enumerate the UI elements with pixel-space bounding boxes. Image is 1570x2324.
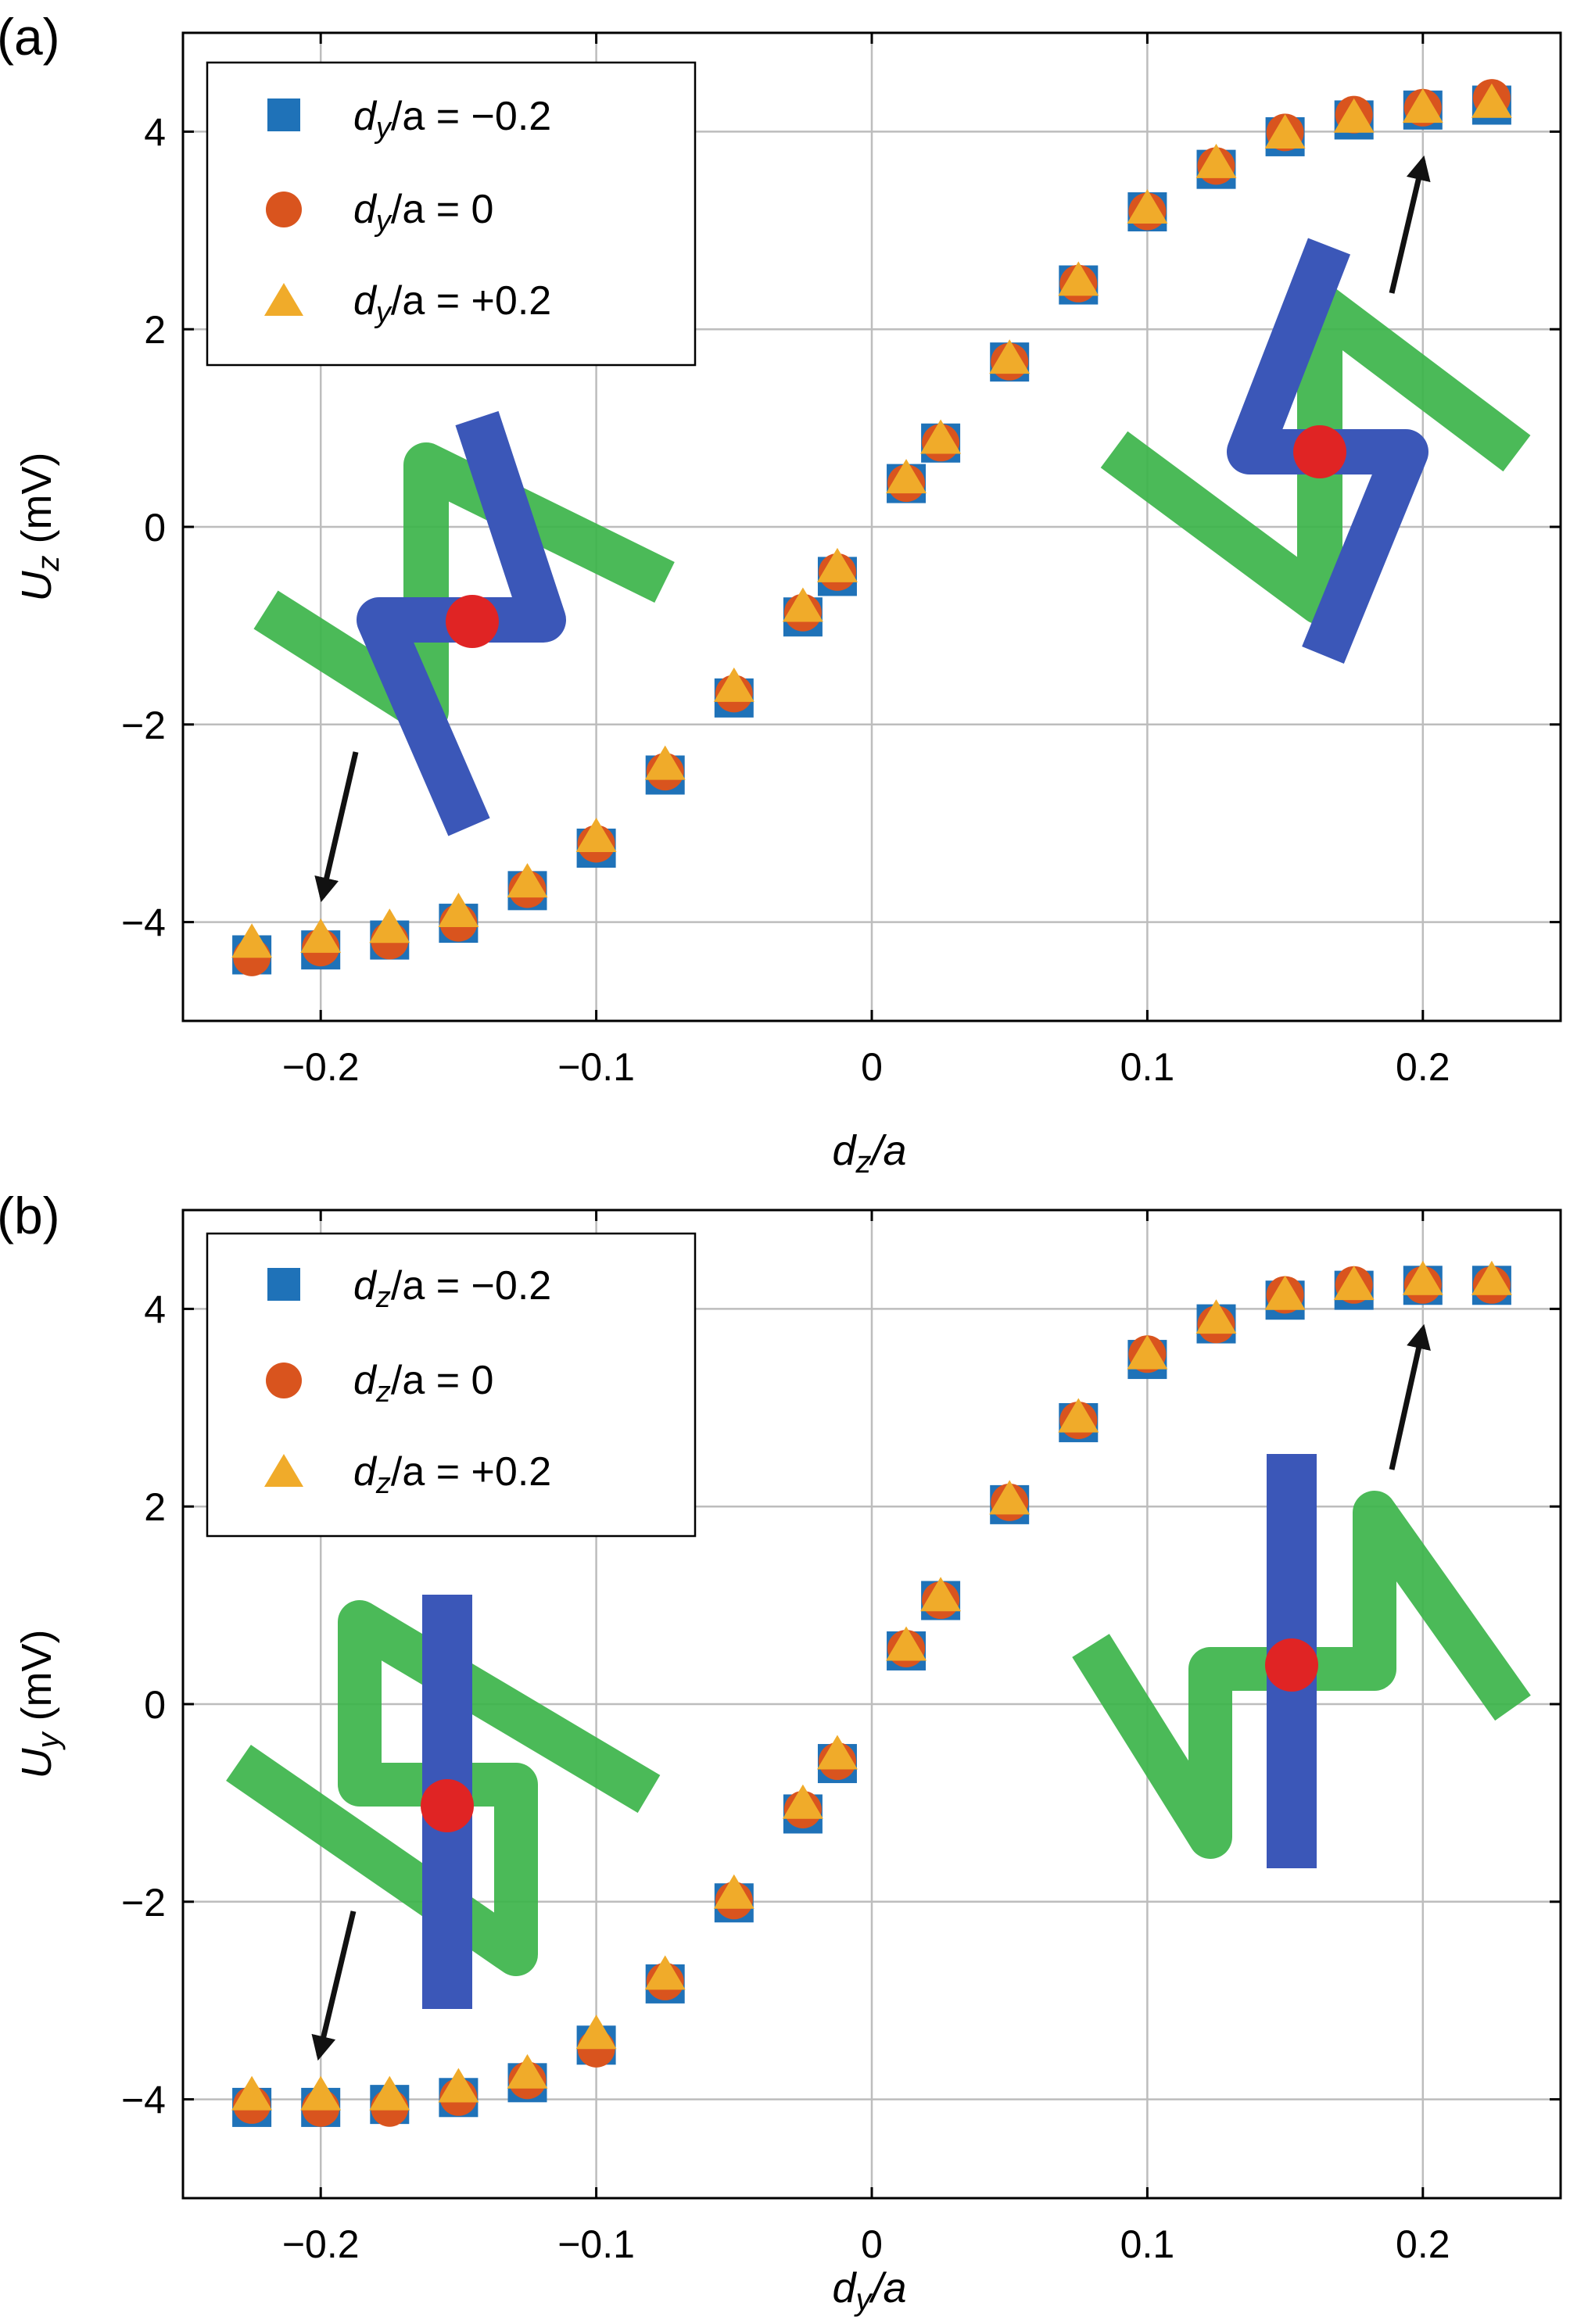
panel-b-point-triangle (300, 2075, 342, 2111)
panel-a-point-triangle (507, 863, 548, 898)
panel-b-x-tick-label: 0.1 (1120, 2222, 1175, 2266)
panel-b-point-triangle (1333, 1266, 1375, 1301)
panel-b-point-triangle (920, 1577, 962, 1612)
panel-b-legend: dz/a = −0.2 dz/a = 0 dz/a = +0.2 (206, 1232, 697, 1538)
panel-a-ticks: −0.2 −0.1 0 0.1 0.2 −4 −2 0 2 4 (121, 33, 1561, 1089)
panel-b-y-tick-label: 0 (144, 1683, 166, 1727)
panel-a-point-triangle (920, 419, 962, 454)
panel-b-arrow-left (311, 1910, 357, 2061)
panel-b-legend-triangle-icon (264, 1454, 303, 1487)
panel-a-data-marks (231, 79, 1512, 976)
panel-a-point-triangle (1195, 143, 1237, 178)
panel-b-point-triangle (816, 1735, 858, 1770)
panel-b-legend-circle-icon (266, 1363, 302, 1398)
panel-a-label: (a) (0, 8, 60, 66)
panel-a-x-tick-label: 0.1 (1120, 1045, 1175, 1089)
panel-b-ticks: −0.2 −0.1 0 0.1 0.2 −4 −2 0 2 4 (121, 1210, 1561, 2266)
panel-a-point-triangle (1127, 189, 1168, 224)
panel-b-point-triangle (507, 2054, 548, 2089)
panel-a-x-tick-label: 0 (861, 1045, 883, 1089)
panel-b-label: (b) (0, 1187, 60, 1244)
panel-b-inset-right-red-dot (1265, 1638, 1318, 1692)
panel-a-point-triangle (575, 817, 617, 852)
panel-a-x-tick-label: −0.1 (557, 1045, 635, 1089)
panel-a-y-tick-label: −4 (121, 901, 166, 945)
panel-b-point-triangle (575, 2014, 617, 2050)
panel-b-y-axis-title: Uy (mV) (13, 1630, 66, 1779)
panel-a-y-tick-label: 4 (144, 110, 166, 154)
panel-b-point-triangle (989, 1480, 1031, 1515)
panel-a-point-triangle (231, 923, 273, 958)
panel-a-x-tick-label: −0.2 (282, 1045, 360, 1089)
panel-b-y-tick-label: −4 (121, 2079, 166, 2122)
panel-a-x-tick-label: 0.2 (1396, 1045, 1450, 1089)
panel-b-y-tick-label: 4 (144, 1287, 166, 1331)
panel-b-point-triangle (1195, 1299, 1237, 1334)
panel-a-legend-square-icon (267, 98, 300, 131)
panel-b-point-triangle (1127, 1334, 1168, 1370)
panel-a-point-triangle (300, 918, 342, 953)
panel-a-point-triangle (1058, 261, 1099, 296)
panel-a-point-triangle (1471, 83, 1512, 118)
panel-a-arrow-left (314, 751, 359, 903)
panel-a-point-triangle (1333, 98, 1375, 133)
panel-a-point-triangle (886, 459, 927, 494)
panel-a-legend-circle-icon (266, 192, 302, 227)
panel-b-legend-label-neg: dz/a = −0.2 (353, 1263, 551, 1314)
panel-b-legend-label-pos: dz/a = +0.2 (353, 1449, 551, 1500)
panel-b-x-tick-label: 0.2 (1396, 2222, 1450, 2266)
panel-b-legend-square-icon (267, 1268, 300, 1301)
panel-a-arrow-right (1389, 155, 1431, 294)
panel-a-point-triangle (438, 893, 479, 928)
panel-a-x-axis-title: dz/a (832, 1127, 906, 1180)
panel-b-x-tick-label: 0 (861, 2222, 883, 2266)
panel-a-inset-left-wire-rod (253, 410, 675, 836)
panel-b-x-tick-label: −0.2 (282, 2222, 360, 2266)
panel-b-x-axis-title: dy/a (832, 2265, 906, 2317)
panel-b-point-triangle (644, 1955, 686, 1990)
panel-b-point-triangle (1402, 1260, 1443, 1295)
panel-a-y-tick-label: 2 (144, 308, 166, 352)
panel-a-legend-label-neg: dy/a = −0.2 (353, 94, 551, 145)
panel-a-point-triangle (1402, 88, 1443, 124)
panel-a-inset-right-red-dot (1293, 425, 1346, 478)
panel-b-inset-left-wire-rod (226, 1595, 661, 2009)
panel-b-point-triangle (231, 2075, 273, 2111)
panel-b-inset-right-wire-rod (1072, 1454, 1531, 1868)
panel-b-point-triangle (713, 1874, 755, 1909)
panel-a-legend-triangle-icon (264, 283, 303, 316)
panel-a-point-triangle (369, 908, 410, 944)
panel-a-legend-label-zero: dy/a = 0 (353, 187, 493, 238)
panel-a-legend: dy/a = −0.2 dy/a = 0 dy/a = +0.2 (206, 61, 697, 367)
panel-b-point-triangle (886, 1626, 927, 1661)
panel-b-point-triangle (782, 1784, 823, 1819)
panel-b-y-tick-label: 2 (144, 1485, 166, 1529)
panel-b-y-tick-label: −2 (121, 1881, 166, 1925)
panel-b-point-triangle (1264, 1275, 1306, 1310)
panel-a-point-triangle (989, 339, 1031, 374)
panel-b-inset-left-red-dot (421, 1779, 474, 1832)
panel-a-point-triangle (713, 667, 755, 702)
panel-a-y-tick-label: 0 (144, 506, 166, 550)
panel-a-y-tick-label: −2 (121, 704, 166, 747)
panel-b-point-triangle (1471, 1260, 1512, 1295)
panel-a-point-triangle (644, 745, 686, 780)
panel-a-point-triangle (1264, 113, 1306, 149)
panel-a-legend-label-pos: dy/a = +0.2 (353, 278, 551, 329)
panel-b-arrow-right (1389, 1323, 1431, 1470)
panel-b-point-triangle (369, 2075, 410, 2111)
panel-b-data-marks (231, 1260, 1512, 2127)
panel-b-point-triangle (1058, 1398, 1099, 1433)
panel-a-point-triangle (782, 587, 823, 622)
panel-a-inset-left-red-dot (446, 595, 499, 648)
panel-a-inset-right-wire-rod (1100, 238, 1531, 664)
panel-b-point-triangle (438, 2068, 479, 2103)
panel-b-x-tick-label: −0.1 (557, 2222, 635, 2266)
panel-a-y-axis-title: Uz (mV) (13, 453, 66, 602)
panel-b-legend-label-zero: dz/a = 0 (353, 1358, 493, 1409)
panel-a-point-triangle (816, 547, 858, 582)
